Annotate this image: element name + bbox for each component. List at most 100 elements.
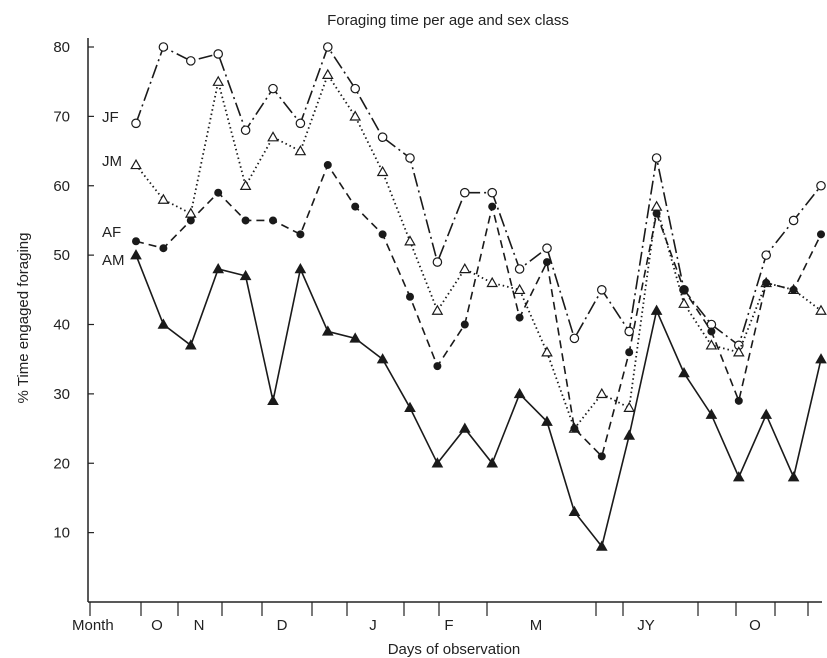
chart-title: Foraging time per age and sex class	[327, 12, 569, 29]
data-point-jf	[816, 180, 826, 191]
data-point-jm	[267, 131, 279, 142]
x-axis-label: Days of observation	[388, 641, 521, 658]
data-point-jm	[650, 200, 663, 211]
data-point-jf	[432, 257, 443, 267]
month-labels: O N D J F M JY O	[89, 602, 809, 634]
y-tick-label: 50	[53, 247, 70, 264]
data-point-am	[130, 249, 142, 260]
data-point-af	[351, 202, 360, 211]
month-label: O	[749, 617, 761, 634]
data-point-jm	[678, 297, 690, 308]
data-point-am	[787, 471, 800, 482]
data-point-jm	[541, 346, 553, 357]
y-tick-label: 30	[53, 386, 70, 403]
series-line-jf	[135, 45, 822, 347]
data-point-af	[269, 216, 278, 225]
data-point-jm	[294, 145, 307, 156]
data-point-af	[652, 209, 661, 218]
data-point-jm	[623, 401, 636, 412]
data-point-am	[705, 408, 718, 419]
month-label: F	[444, 617, 453, 634]
data-point-jf	[158, 42, 169, 52]
data-point-af	[132, 237, 141, 246]
data-point-jf	[514, 264, 525, 274]
data-point-jf	[186, 56, 196, 66]
data-point-jm	[376, 165, 389, 177]
data-point-jf	[377, 132, 388, 142]
series-label-jf: JF	[102, 109, 119, 126]
data-point-jf	[624, 326, 634, 337]
data-point-jf	[268, 83, 278, 94]
data-point-af	[323, 160, 332, 169]
data-point-jm	[595, 387, 608, 399]
data-point-jm	[157, 193, 170, 204]
data-point-am	[376, 353, 389, 364]
data-point-am	[732, 471, 745, 482]
data-point-jf	[569, 333, 580, 344]
data-point-jf	[405, 153, 415, 163]
data-point-jm	[513, 283, 526, 295]
data-point-am	[650, 304, 663, 315]
series-line-jm	[135, 72, 822, 431]
y-tick-label: 60	[53, 178, 70, 195]
month-label: D	[277, 617, 288, 634]
series-labels: JF JM AF AM	[102, 109, 125, 269]
data-point-af	[159, 244, 168, 253]
data-point-af	[816, 230, 825, 239]
data-point-am	[568, 505, 581, 517]
y-tick-label: 80	[53, 39, 70, 56]
data-point-am	[760, 408, 773, 419]
data-point-am	[294, 262, 307, 274]
data-point-af	[789, 285, 798, 294]
data-point-jf	[350, 83, 360, 94]
month-label: M	[530, 617, 543, 634]
data-point-af	[488, 202, 497, 211]
data-point-jf	[788, 215, 799, 226]
data-point-jf	[213, 49, 223, 59]
data-point-am	[623, 429, 636, 440]
data-point-am	[212, 262, 225, 274]
data-point-am	[513, 387, 526, 399]
data-point-jm	[130, 158, 142, 170]
data-point-af	[186, 216, 195, 225]
series-line-af	[135, 163, 822, 458]
data-point-af	[625, 348, 634, 357]
data-point-jf	[651, 153, 662, 163]
series-line-am	[135, 254, 822, 549]
series-label-am: AM	[102, 252, 125, 269]
data-point-am	[157, 318, 170, 329]
data-point-af	[296, 230, 305, 239]
month-row-label: Month	[72, 617, 114, 634]
data-point-jf	[240, 125, 251, 136]
data-point-am	[595, 540, 608, 551]
data-point-jm	[732, 346, 745, 357]
series-label-jm: JM	[102, 153, 122, 170]
data-point-jm	[705, 339, 718, 350]
data-point-jf	[761, 250, 771, 260]
data-point-jf	[542, 243, 552, 253]
series-label-af: AF	[102, 224, 121, 241]
data-point-am	[815, 353, 827, 364]
data-point-jm	[486, 276, 499, 288]
data-point-jm	[349, 110, 362, 121]
data-point-af	[597, 452, 606, 461]
month-label: O	[151, 617, 163, 634]
y-ticks: 10 20 30 40 50 60 70 80	[53, 39, 94, 542]
data-point-jf	[596, 285, 607, 295]
month-label: N	[194, 617, 205, 634]
data-point-jm	[431, 304, 444, 315]
data-point-af	[378, 230, 387, 239]
data-point-jf	[295, 118, 306, 129]
y-tick-label: 40	[53, 317, 70, 334]
data-point-af	[734, 396, 743, 405]
data-point-af	[241, 216, 250, 225]
data-point-jf	[487, 187, 497, 198]
data-point-am	[458, 422, 471, 433]
data-point-am	[321, 325, 334, 336]
data-point-jm	[212, 75, 225, 86]
data-point-jm	[239, 179, 252, 190]
data-point-jf	[459, 187, 470, 198]
data-point-jm	[184, 207, 197, 218]
data-point-jm	[458, 262, 471, 274]
